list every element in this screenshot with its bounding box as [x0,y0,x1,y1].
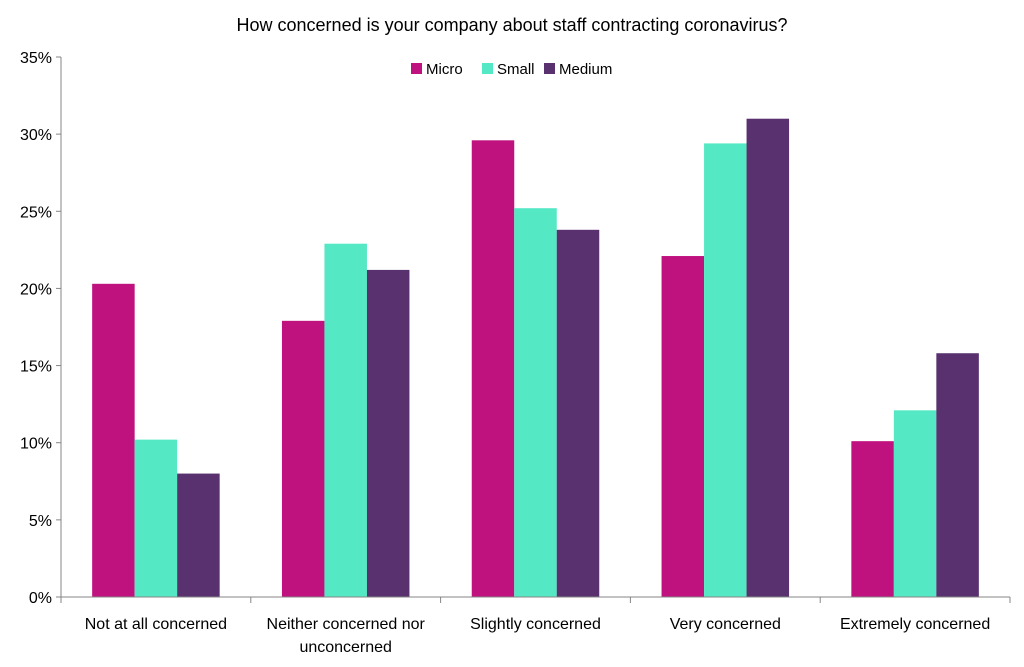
bar-small [324,243,367,597]
x-tick-label: Not at all concerned [85,616,227,633]
bar-micro [92,283,135,597]
bar-micro [471,140,515,598]
y-tick-label: 25% [20,204,52,221]
bar-micro [661,256,705,597]
bar-micro [281,320,325,597]
y-tick-label: 30% [20,127,52,144]
x-tick-label: Very concerned [670,616,781,633]
x-tick-label: Neither concerned nor unconcerned [267,616,426,656]
y-tick-label: 0% [29,590,52,607]
legend: Micro Small Medium [411,61,612,78]
bar-medium [746,118,790,597]
bar-small [514,208,557,597]
bar-medium [936,353,979,597]
bar-medium [177,473,220,597]
bar-micro [851,441,894,597]
bar-small [893,410,937,597]
bars [92,118,979,598]
y-tick-label: 10% [20,436,52,453]
y-tick-label: 20% [20,281,52,298]
legend-swatch-micro [411,63,422,74]
legend-label-medium: Medium [559,61,612,78]
y-tick-label: 15% [20,359,52,376]
x-tick-label: Slightly concerned [470,616,601,633]
y-tick-label: 5% [29,513,52,530]
y-axis: 0% 5% 10% 15% 20% 25% 30% 35% [20,50,62,607]
legend-label-small: Small [497,61,535,78]
x-tick-label: Extremely concerned [840,616,990,633]
legend-swatch-small [482,63,493,74]
bar-small [704,143,747,597]
chart-title: How concerned is your company about staf… [237,15,788,35]
bar-small [134,439,178,597]
x-axis: Not at all concerned Neither concerned no… [60,596,1011,656]
bar-medium [366,269,410,597]
legend-label-micro: Micro [426,61,463,78]
y-tick-label: 35% [20,50,52,67]
legend-swatch-medium [544,63,555,74]
bar-medium [556,229,600,598]
